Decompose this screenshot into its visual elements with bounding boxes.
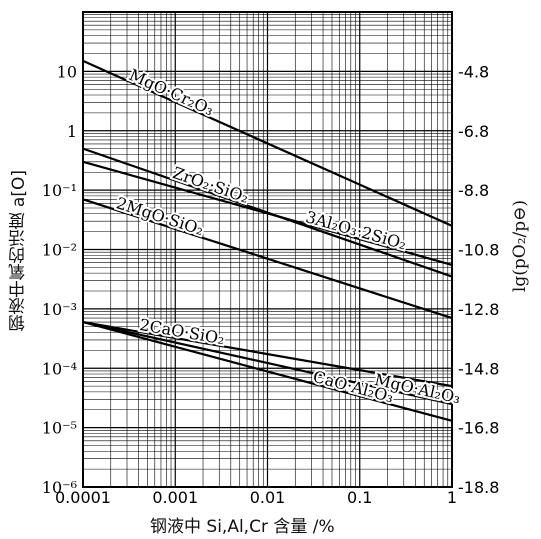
y-tick-labels-left: 10⁻⁶ 10⁻⁵ 10⁻⁴ 10⁻³ 10⁻² 10⁻¹ 1 10 xyxy=(42,62,77,497)
y-tick-label-left: 10⁻³ xyxy=(42,300,77,319)
series-lines xyxy=(82,59,453,422)
y-tick-label-right: -6.8 xyxy=(458,122,489,141)
x-tick-label: 0.0001 xyxy=(55,488,111,507)
series-line xyxy=(82,320,453,388)
y-axis-label-right: lg(pO₂/p⊖) xyxy=(510,200,530,293)
y-tick-label-right: -14.8 xyxy=(458,359,499,378)
grid-lines xyxy=(82,12,452,488)
y-tick-label-left: 10⁻¹ xyxy=(42,181,77,200)
series-label: ZrO₂·SiO₂ xyxy=(170,163,251,207)
y-tick-label-right: -4.8 xyxy=(458,62,489,81)
y-tick-label-left: 10⁻⁴ xyxy=(42,359,77,378)
y-tick-label-right: -8.8 xyxy=(458,181,489,200)
series-line xyxy=(82,59,453,227)
y-tick-label-right: -10.8 xyxy=(458,241,499,260)
x-axis-label: 钢液中 Si,Al,Cr 含量 /% xyxy=(150,517,335,537)
x-tick-label: 0.01 xyxy=(250,488,286,507)
series-line xyxy=(82,198,453,320)
y-tick-label-left: 1 xyxy=(67,122,77,141)
y-tick-label-left: 10⁻⁶ xyxy=(42,478,77,497)
y-tick-label-left: 10⁻² xyxy=(42,241,77,260)
series-line xyxy=(82,320,453,406)
x-tick-labels: 0.0001 0.001 0.01 0.1 1 xyxy=(55,488,457,507)
x-tick-label: 0.001 xyxy=(152,488,198,507)
x-tick-label: 1 xyxy=(447,488,457,507)
y-axis-label-left: 钢液中氧的活度 a[O] xyxy=(9,170,29,332)
y-tick-label-left: 10⁻⁵ xyxy=(42,419,77,438)
y-tick-label-right: -16.8 xyxy=(458,419,499,438)
y-tick-label-right: -12.8 xyxy=(458,300,499,319)
y-tick-label-right: -18.8 xyxy=(458,478,499,497)
series-line xyxy=(82,320,453,422)
series-line xyxy=(82,160,453,266)
y-tick-labels-right: -4.8 -6.8 -8.8 -10.8 -12.8 -14.8 -16.8 -18.8 xyxy=(458,62,499,497)
x-tick-label: 0.1 xyxy=(347,488,372,507)
plot-frame xyxy=(82,11,453,488)
y-tick-label-left: 10 xyxy=(57,62,77,81)
series-label: 2MgO·SiO₂ xyxy=(114,193,206,239)
